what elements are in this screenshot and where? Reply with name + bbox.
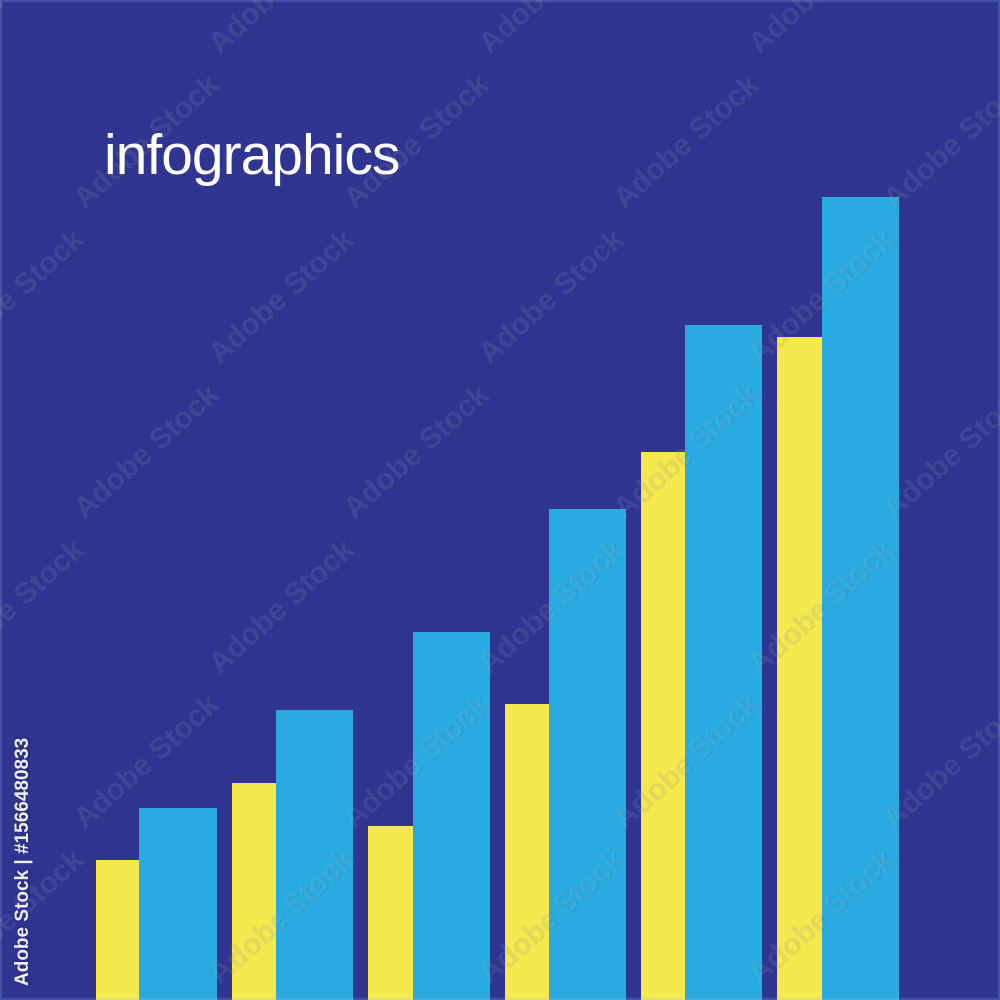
bar: [777, 337, 822, 1000]
bar: [641, 452, 685, 1000]
stock-id-watermark: Adobe Stock | #1566480833: [12, 737, 33, 986]
chart-title: infographics: [104, 123, 400, 187]
bar: [368, 826, 413, 1000]
bar: [413, 632, 490, 1000]
bar: [276, 710, 353, 1000]
bar: [232, 783, 276, 1000]
bar: [685, 325, 762, 1000]
bar: [96, 860, 139, 1000]
bar: [139, 808, 217, 1000]
bar: [549, 509, 626, 1000]
bar: [505, 704, 549, 1000]
bar: [822, 197, 899, 1000]
